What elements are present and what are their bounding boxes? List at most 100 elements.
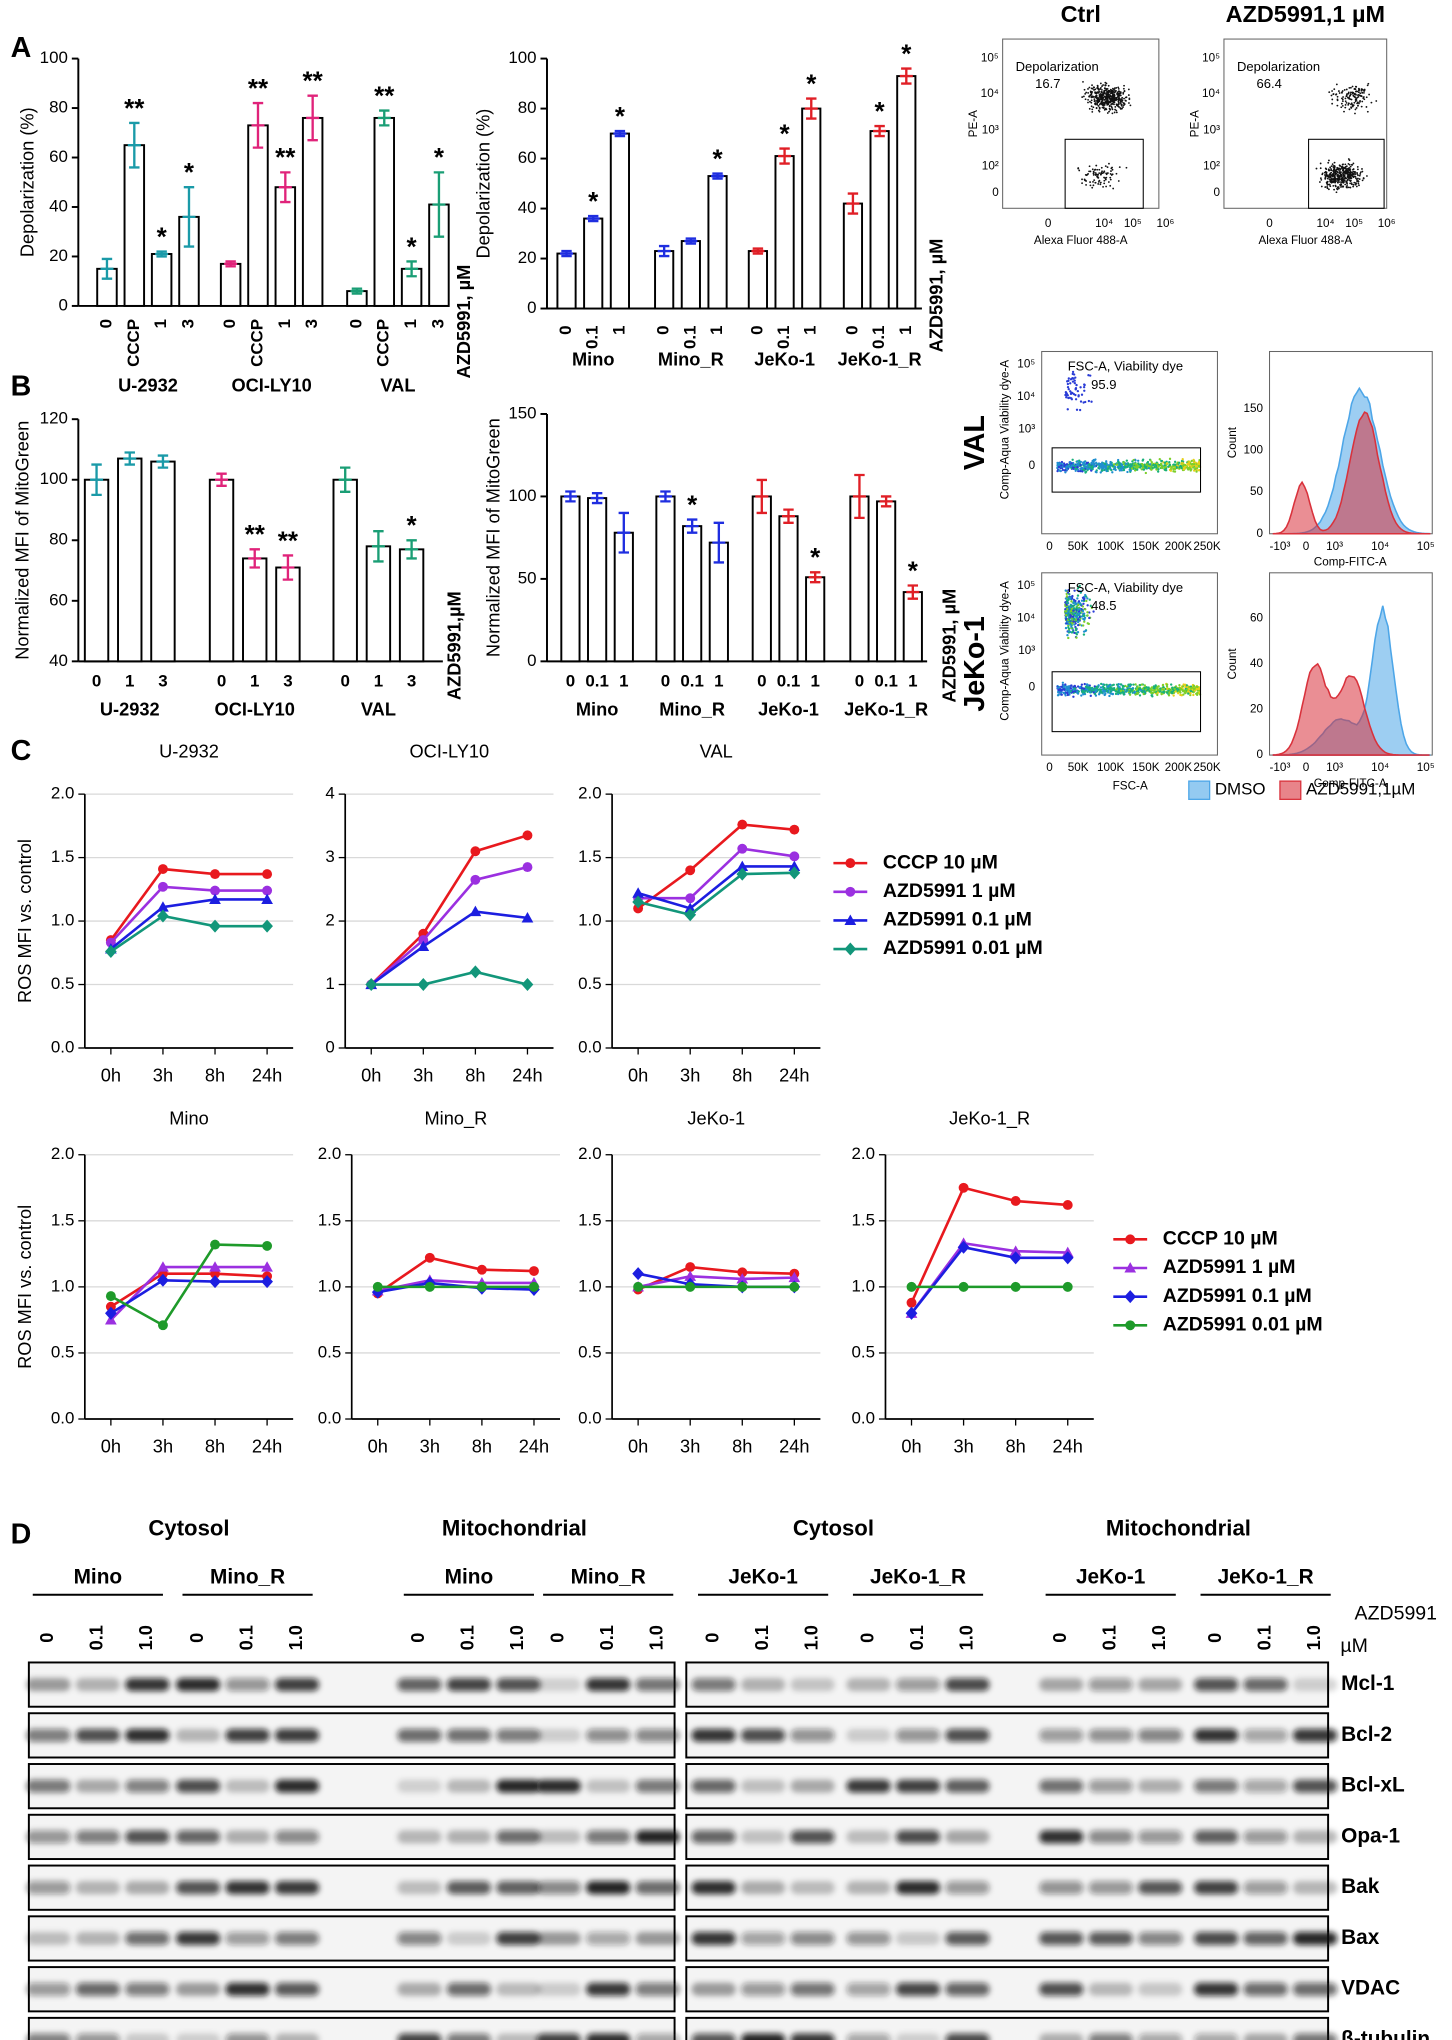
blot-band: [1138, 1830, 1182, 1843]
event-dot: [1353, 182, 1355, 184]
event-dot: [1102, 465, 1104, 467]
event-dot: [1097, 684, 1099, 686]
event-dot: [1115, 110, 1117, 112]
blot-band: [896, 2033, 940, 2040]
side-label: AZD5991, µM: [454, 265, 474, 379]
significance: **: [275, 142, 296, 172]
blot-band: [275, 1729, 319, 1742]
event-dot: [1076, 613, 1078, 615]
blot-band: [790, 1983, 834, 1996]
y-tick-label: 0.0: [51, 1037, 75, 1056]
event-dot: [1058, 462, 1060, 464]
gate-label: FSC-A, Viability dye: [1068, 359, 1183, 374]
event-dot: [1159, 687, 1161, 689]
data-point: [262, 1241, 272, 1251]
event-dot: [1349, 187, 1351, 189]
event-dot: [1082, 693, 1084, 695]
event-dot: [1069, 623, 1071, 625]
dose-label: 0: [408, 1633, 428, 1643]
bar: [897, 76, 915, 308]
event-dot: [1341, 91, 1343, 93]
group-label: Mino_R: [658, 349, 724, 369]
event-dot: [1191, 463, 1193, 465]
event-dot: [1356, 186, 1358, 188]
data-point: [789, 825, 799, 835]
event-dot: [1094, 182, 1096, 184]
event-dot: [1067, 626, 1069, 628]
gate-label: Depolarization: [1016, 59, 1099, 74]
event-dot: [1106, 104, 1108, 106]
event-dot: [1085, 600, 1087, 602]
event-dot: [1094, 685, 1096, 687]
blot-band: [636, 1780, 680, 1793]
event-dot: [1100, 464, 1102, 466]
event-dot: [1345, 166, 1347, 168]
legend-label: AZD5991 0.1 µM: [1163, 1285, 1312, 1307]
group-label: VAL: [380, 375, 415, 395]
category-label: 0: [220, 319, 239, 328]
bar: [806, 577, 824, 661]
event-dot: [1079, 616, 1081, 618]
x-tick-label: 10⁵: [1417, 761, 1435, 774]
event-dot: [1100, 93, 1102, 95]
event-dot: [1066, 468, 1068, 470]
event-dot: [1193, 691, 1195, 693]
category-label: 1: [619, 672, 628, 691]
x-tick-label: 24h: [1053, 1436, 1083, 1456]
event-dot: [1124, 90, 1126, 92]
event-dot: [1321, 186, 1323, 188]
dose-label: 0: [857, 1633, 877, 1643]
category-label: 0: [566, 672, 575, 691]
blot-band: [636, 1881, 680, 1894]
blot-band: [945, 2033, 989, 2040]
data-point: [210, 869, 220, 879]
error-bar: [587, 216, 600, 221]
event-dot: [1357, 168, 1359, 170]
event-dot: [1331, 95, 1333, 97]
category-label: 1: [374, 672, 383, 691]
event-dot: [1173, 694, 1175, 696]
event-dot: [1110, 469, 1112, 471]
event-dot: [1180, 688, 1182, 690]
event-dot: [1077, 167, 1079, 169]
event-dot: [1075, 384, 1077, 386]
event-dot: [1358, 184, 1360, 186]
event-dot: [1337, 172, 1339, 174]
event-dot: [1122, 93, 1124, 95]
fraction-title: Cytosol: [793, 1516, 874, 1541]
event-dot: [1098, 169, 1100, 171]
event-dot: [1189, 692, 1191, 694]
event-dot: [1073, 602, 1075, 604]
data-point: [959, 1183, 969, 1193]
event-dot: [1103, 177, 1105, 179]
event-dot: [1119, 166, 1121, 168]
event-dot: [1100, 686, 1102, 688]
bar: [588, 498, 606, 661]
blot-band: [26, 1932, 70, 1945]
event-dot: [1320, 163, 1322, 165]
event-dot: [1095, 174, 1097, 176]
event-dot: [1086, 174, 1088, 176]
x-tick-label: 8h: [205, 1065, 225, 1085]
event-dot: [1172, 468, 1174, 470]
blot-band: [1039, 1881, 1083, 1894]
y-tick-label: 0.5: [852, 1342, 876, 1361]
event-dot: [1114, 466, 1116, 468]
y-tick-label: 10⁴: [981, 87, 999, 100]
event-dot: [1071, 459, 1073, 461]
event-dot: [1078, 600, 1080, 602]
blot-band: [636, 1983, 680, 1996]
event-dot: [1104, 84, 1106, 86]
blot-band: [586, 2033, 630, 2040]
y-tick-label: 100: [40, 48, 68, 67]
event-dot: [1106, 97, 1108, 99]
event-dot: [1090, 401, 1092, 403]
event-dot: [1058, 466, 1060, 468]
blot-band: [1138, 2033, 1182, 2040]
category-label: 0: [217, 672, 226, 691]
dose-label: 0.1: [907, 1625, 927, 1650]
x-tick-label: 10⁴: [1371, 761, 1389, 774]
x-tick-label: 10⁴: [1095, 217, 1113, 230]
event-dot: [1088, 623, 1090, 625]
event-dot: [1340, 168, 1342, 170]
